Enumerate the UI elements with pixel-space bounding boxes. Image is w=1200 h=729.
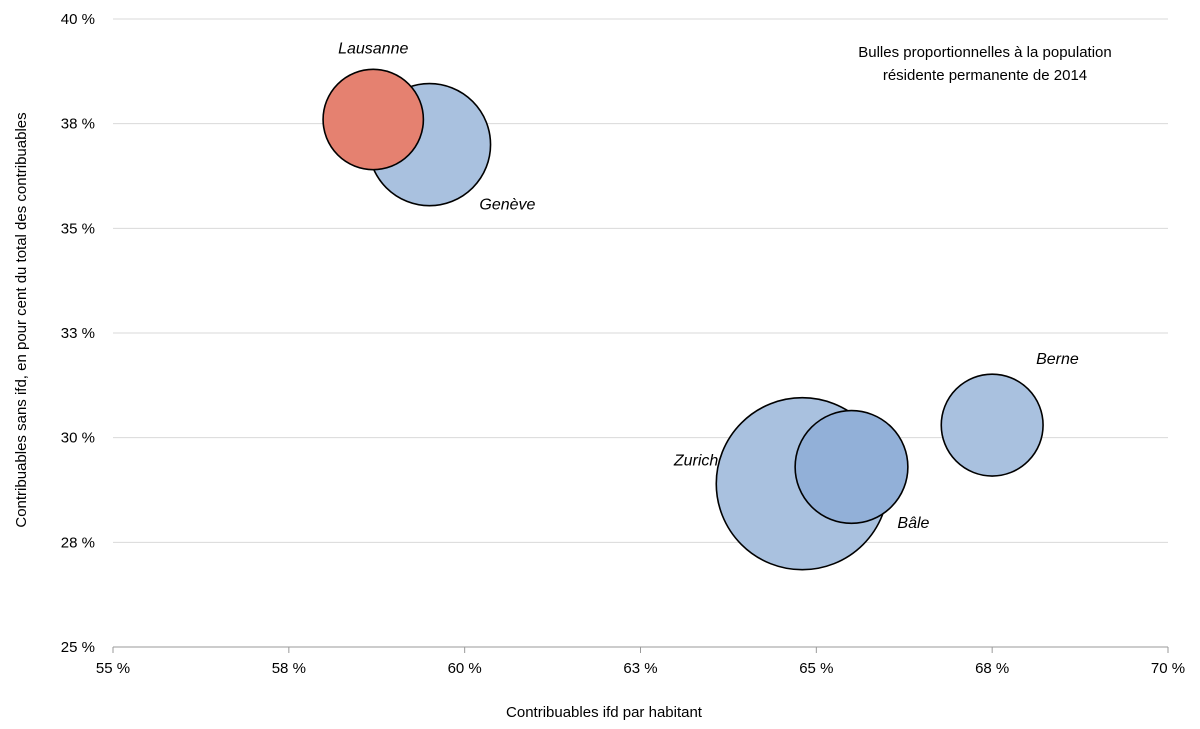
- x-tick-label: 58 %: [272, 660, 306, 677]
- y-tick-label: 25 %: [61, 639, 95, 656]
- x-tick-label: 65 %: [799, 660, 833, 677]
- y-tick-label: 28 %: [61, 534, 95, 551]
- x-axis-ticks: 55 % 58 % 60 % 63 % 65 % 68 % 70 %: [96, 647, 1185, 677]
- annotation-line-2: résidente permanente de 2014: [883, 67, 1087, 84]
- x-tick-label: 70 %: [1151, 660, 1185, 677]
- y-axis-ticks: 25 % 28 % 30 % 33 % 35 % 38 % 40 %: [61, 11, 95, 656]
- bubble-bale: [794, 409, 909, 525]
- y-tick-label: 30 %: [61, 430, 95, 447]
- x-tick-label: 60 %: [448, 660, 482, 677]
- y-tick-label: 38 %: [61, 116, 95, 133]
- x-tick-label: 55 %: [96, 660, 130, 677]
- gridlines: [113, 18, 1168, 648]
- y-tick-label: 35 %: [61, 220, 95, 237]
- x-tick-label: 63 %: [623, 660, 657, 677]
- bubbles: [322, 68, 1044, 571]
- annotation-line-1: Bulles proportionnelles à la population: [858, 44, 1112, 61]
- bubble-label: Lausanne: [338, 40, 408, 57]
- bubble-berne: [940, 373, 1044, 477]
- bubble-lausanne: [322, 68, 425, 171]
- bubble-labels: Zurich Genève Bâle Berne Lausanne: [338, 40, 1079, 532]
- bubble-label: Zurich: [673, 453, 719, 470]
- x-tick-label: 68 %: [975, 660, 1009, 677]
- x-axis-title: Contribuables ifd par habitant: [506, 704, 703, 721]
- y-tick-label: 40 %: [61, 11, 95, 28]
- bubble-label: Bâle: [897, 515, 929, 532]
- y-tick-label: 33 %: [61, 325, 95, 342]
- y-axis-title: Contribuables sans ifd, en pour cent du …: [13, 112, 30, 527]
- bubble-label: Genève: [479, 196, 535, 213]
- bubble-label: Berne: [1036, 351, 1079, 368]
